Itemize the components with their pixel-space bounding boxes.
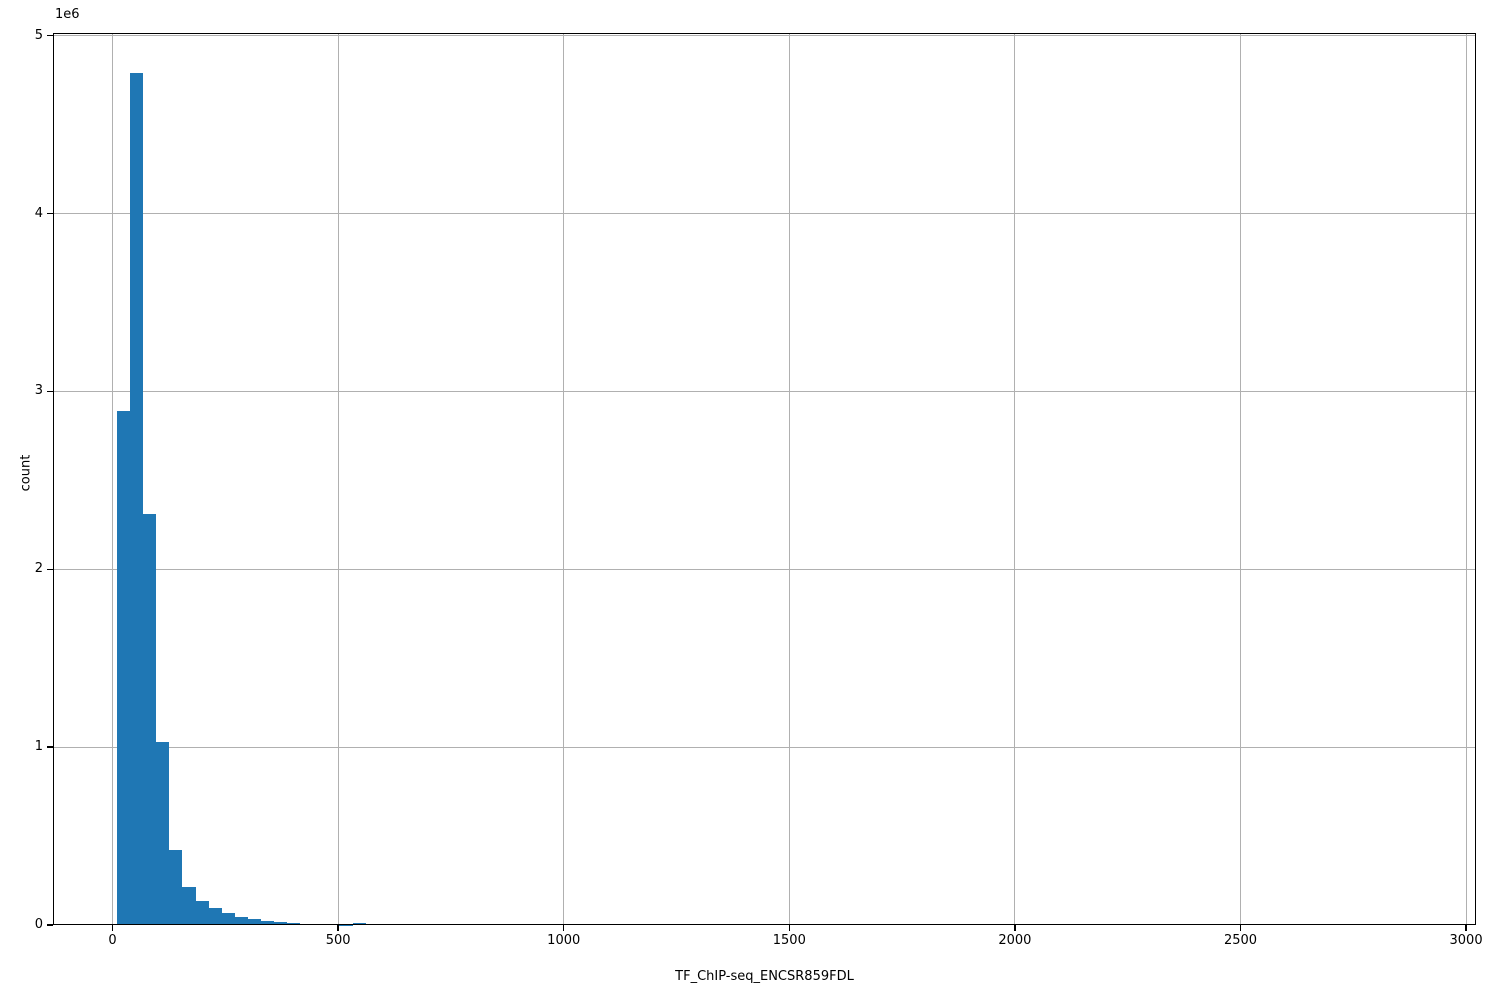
x-gridline bbox=[112, 33, 114, 925]
histogram-bar bbox=[274, 922, 288, 925]
histogram-bar bbox=[182, 886, 196, 925]
y-tick bbox=[47, 390, 53, 393]
y-tick bbox=[47, 746, 53, 748]
histogram-bar bbox=[221, 912, 235, 925]
y-tick bbox=[47, 924, 53, 926]
x-axis-label: TF_ChIP-seq_ENCSR859FDL bbox=[675, 969, 854, 984]
x-gridline bbox=[1239, 33, 1241, 925]
histogram-bar bbox=[130, 73, 144, 925]
x-gridline bbox=[337, 33, 339, 925]
y-tick-label: 4 bbox=[34, 205, 43, 221]
x-gridline bbox=[563, 33, 565, 925]
x-tick-label: 1000 bbox=[547, 933, 581, 948]
histogram-bar bbox=[234, 916, 248, 925]
x-tick-label: 2500 bbox=[1223, 933, 1258, 948]
histogram-bar bbox=[208, 907, 222, 925]
x-tick bbox=[1465, 925, 1467, 931]
x-tick-label: 1500 bbox=[772, 933, 806, 948]
y-gridline bbox=[53, 746, 1476, 748]
x-tick bbox=[562, 925, 565, 931]
x-tick bbox=[337, 925, 339, 931]
y-tick bbox=[47, 568, 53, 571]
x-tick bbox=[1239, 925, 1242, 931]
x-tick bbox=[1014, 925, 1016, 931]
histogram-bar bbox=[169, 850, 183, 925]
y-tick-label: 1 bbox=[34, 739, 43, 755]
y-tick-label: 0 bbox=[34, 917, 43, 932]
histogram-bar bbox=[117, 410, 131, 925]
histogram-bar bbox=[260, 921, 275, 925]
histogram-bar bbox=[247, 919, 261, 925]
x-gridline bbox=[1014, 33, 1016, 925]
x-tick bbox=[111, 925, 114, 931]
histogram-bar bbox=[143, 514, 157, 925]
x-gridline bbox=[1465, 33, 1467, 925]
x-tick bbox=[788, 925, 791, 931]
histogram-bar bbox=[195, 901, 209, 925]
x-tick-label: 500 bbox=[325, 933, 351, 948]
x-tick-label: 2000 bbox=[998, 933, 1032, 948]
y-tick bbox=[47, 212, 53, 215]
x-gridline bbox=[788, 33, 790, 925]
x-tick-label: 0 bbox=[108, 933, 117, 948]
histogram-bar bbox=[352, 922, 366, 925]
y-gridline bbox=[53, 35, 1476, 37]
y-gridline bbox=[53, 390, 1476, 392]
grid-layer bbox=[53, 33, 1476, 925]
histogram-bar bbox=[156, 741, 170, 925]
y-tick-label: 2 bbox=[34, 561, 43, 577]
y-tick-label: 5 bbox=[34, 27, 43, 43]
y-gridline bbox=[53, 213, 1476, 215]
y-tick-label: 3 bbox=[34, 383, 43, 399]
x-tick-label: 3000 bbox=[1449, 933, 1483, 948]
y-axis-offset-text: 1e6 bbox=[55, 7, 80, 22]
y-gridline bbox=[53, 568, 1476, 570]
y-tick bbox=[47, 34, 53, 37]
